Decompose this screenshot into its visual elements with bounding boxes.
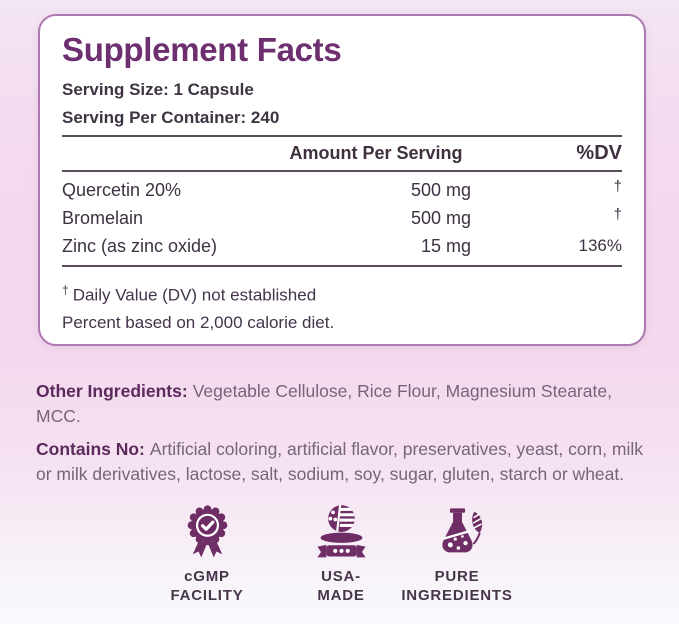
badge-label-line1: PURE [434,568,480,585]
ingredient-amount: 500 mg [410,179,471,200]
flask-leaf-icon [429,503,486,560]
percent-dv-header: %DV [576,142,622,164]
amount-per-serving-header: Amount Per Serving [289,143,463,163]
footnote-text: Daily Value (DV) not established [72,285,317,305]
table-row: Bromelain 500 mg † [62,204,622,232]
badge-label-line2: MADE [317,587,365,604]
other-ingredients: Other Ingredients: Vegetable Cellulose, R… [36,379,648,429]
footnotes: † Daily Value (DV) not established Percen… [62,277,622,336]
table-row: Quercetin 20% 500 mg † [62,176,622,204]
divider [62,135,622,137]
serving-size: Serving Size: 1 Capsule [62,80,254,99]
badge-label: PURE INGREDIENTS [401,567,512,605]
footnote-daily-value: † Daily Value (DV) not established [62,277,622,309]
table-header-row: Amount Per Serving %DV [62,137,622,170]
ingredient-amount: 15 mg [420,235,471,256]
table-row: Zinc (as zinc oxide) 15 mg 136% [62,232,622,260]
other-ingredients-label: Other Ingredients: [36,381,188,401]
other-ingredients-text: Vegetable Cellulose, Rice Flour, Magnesi… [36,381,612,426]
ingredient-dv: † [613,205,622,223]
table-body: Quercetin 20% 500 mg † Bromelain 500 mg … [62,172,622,265]
badge-cgmp-facility: cGMP FACILITY [147,503,267,605]
divider [62,170,622,172]
ingredient-name: Bromelain [62,207,144,228]
panel-title: Supplement Facts [62,31,342,68]
ingredient-dv: 136% [578,236,622,255]
badge-label-line2: INGREDIENTS [401,587,513,604]
footnote-percent: Percent based on 2,000 calorie diet. [62,312,335,332]
ingredient-name: Quercetin 20% [62,179,182,200]
contains-no: Contains No: Artificial coloring, artific… [36,437,648,487]
supplement-facts-panel: Supplement Facts Serving Size: 1 Capsule… [38,14,646,346]
contains-no-text: Artificial coloring, artificial flavor, … [36,439,643,484]
ingredient-dv: † [613,177,622,195]
rosette-check-icon [179,503,236,560]
ingredient-name: Zinc (as zinc oxide) [62,235,218,256]
badge-label-line1: cGMP [184,568,230,585]
badge-usa-made: USA- MADE [291,503,391,605]
serving-per-container: Serving Per Container: 240 [62,108,280,127]
badge-pure-ingredients: PURE INGREDIENTS [385,503,529,605]
usa-dome-icon [313,503,370,560]
ingredient-amount: 500 mg [410,207,471,228]
divider [62,265,622,267]
badge-label: cGMP FACILITY [170,567,243,605]
dagger-symbol: † [62,283,69,297]
badge-label-line2: FACILITY [170,587,244,604]
contains-no-label: Contains No: [36,439,145,459]
badge-label: USA- MADE [317,567,364,605]
badge-label-line1: USA- [321,568,361,585]
